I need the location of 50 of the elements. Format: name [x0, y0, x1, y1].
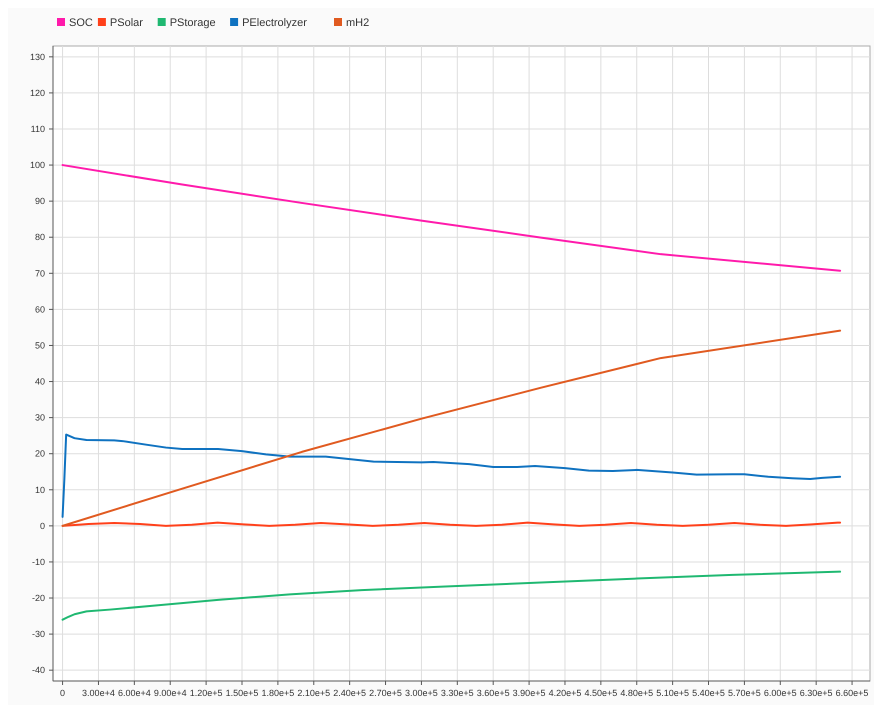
x-tick-label: 2.70e+5 — [369, 688, 402, 698]
legend-label: mH2 — [346, 17, 370, 29]
x-tick-label: 6.00e+5 — [764, 688, 797, 698]
x-tick-label: 4.80e+5 — [620, 688, 654, 698]
x-tick-label: 2.40e+5 — [333, 688, 366, 698]
x-tick-label: 5.40e+5 — [692, 688, 725, 698]
y-tick-label: 50 — [34, 340, 45, 350]
y-tick-label: 60 — [34, 304, 45, 314]
x-tick-label: 3.30e+5 — [440, 688, 474, 698]
y-tick-label: 90 — [34, 196, 45, 206]
legend-label: PSolar — [110, 17, 144, 29]
y-tick-label: -20 — [32, 593, 45, 604]
x-tick-label: 4.20e+5 — [548, 688, 582, 698]
y-tick-label: 130 — [30, 52, 45, 62]
y-tick-label: -10 — [32, 556, 45, 567]
y-tick-label: 30 — [34, 412, 45, 423]
x-tick-label: 6.60e+5 — [836, 688, 868, 698]
x-tick-label: 3.00e+5 — [405, 688, 438, 698]
x-tick-label: 3.60e+5 — [476, 688, 510, 698]
x-tick-label: 6.30e+5 — [800, 688, 833, 698]
x-tick-label: 4.50e+5 — [584, 688, 618, 698]
x-tick-label: 3.90e+5 — [512, 688, 546, 698]
line-series — [62, 434, 842, 518]
x-tick-label: 5.10e+5 — [656, 688, 690, 698]
line-series — [62, 570, 842, 621]
y-tick-label: 10 — [34, 484, 45, 495]
x-tick-label: 0 — [60, 688, 66, 698]
x-tick-label: 9.00e+4 — [154, 688, 187, 698]
line-series — [62, 330, 842, 527]
x-tick-label: 1.20e+5 — [190, 688, 223, 698]
x-tick-label: 6.00e+4 — [118, 688, 151, 698]
x-tick-label: 1.80e+5 — [261, 688, 294, 698]
y-tick-label: 40 — [34, 376, 45, 387]
x-tick-label: 1.50e+5 — [226, 688, 258, 698]
y-tick-label: -30 — [32, 629, 45, 640]
y-tick-label: 120 — [30, 88, 45, 98]
y-tick-label: 80 — [34, 232, 45, 242]
y-tick-label: 110 — [30, 124, 45, 134]
y-tick-label: -40 — [32, 665, 45, 676]
y-tick-label: 20 — [34, 448, 45, 459]
legend-label: PElectrolyzer — [242, 17, 308, 29]
y-tick-label: 0 — [40, 520, 45, 531]
y-tick-label: 100 — [30, 160, 45, 170]
x-tick-label: 3.00e+4 — [82, 688, 115, 698]
x-tick-label: 2.10e+5 — [297, 688, 330, 698]
line-series — [62, 164, 842, 272]
y-tick-label: 70 — [34, 268, 45, 278]
legend-label: SOC — [69, 17, 93, 29]
x-tick-label: 5.70e+5 — [728, 688, 761, 698]
legend-label: PStorage — [170, 17, 216, 29]
